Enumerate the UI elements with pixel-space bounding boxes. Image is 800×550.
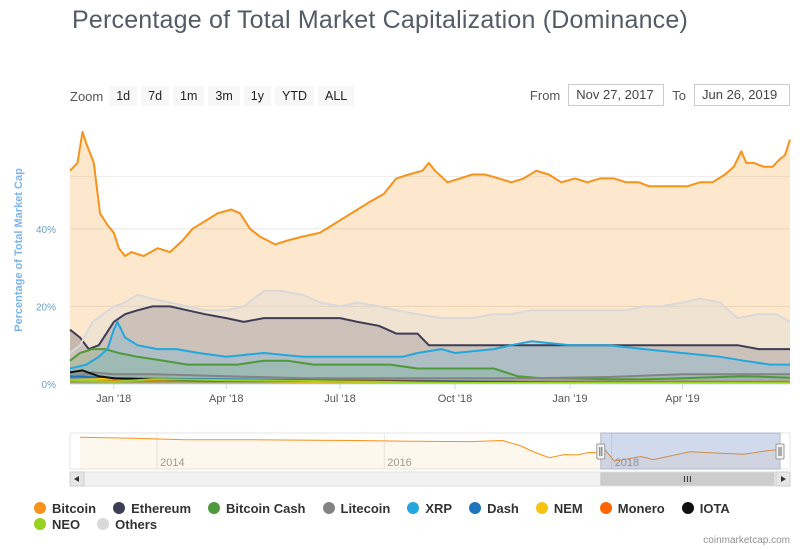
y-tick-label: 20% — [36, 302, 56, 313]
legend-item-ethereum[interactable]: Ethereum — [113, 500, 192, 516]
legend-marker-icon — [469, 502, 482, 514]
scroll-right-arrow-icon[interactable] — [775, 471, 791, 487]
navigator-frame — [69, 432, 791, 470]
x-tick-label: Oct '18 — [438, 393, 473, 405]
x-tick-label: Apr '18 — [209, 393, 244, 405]
series-line-others[interactable] — [69, 289, 791, 354]
series-line-neo[interactable] — [69, 378, 790, 384]
chart-title: Percentage of Total Market Capitalizatio… — [72, 6, 688, 34]
from-label: From — [529, 87, 561, 103]
series-area-xrp — [70, 321, 790, 384]
x-tick-label: Jul '18 — [324, 393, 355, 405]
series-line-xrp[interactable] — [69, 320, 790, 370]
zoom-label: Zoom — [70, 88, 104, 104]
legend-marker-icon — [113, 502, 126, 514]
line-layer — [69, 130, 791, 384]
zoom-3m-button[interactable]: 3m — [208, 86, 240, 106]
legend-item-xrp[interactable]: XRP — [407, 500, 453, 516]
legend-label: Monero — [617, 500, 665, 516]
navigator-handle-left[interactable] — [596, 443, 606, 460]
navigator-line — [79, 436, 781, 462]
legend-label: IOTA — [699, 500, 730, 516]
to-date-input[interactable]: Jun 26, 2019 — [694, 84, 790, 106]
from-date-input[interactable]: Nov 27, 2017 — [568, 84, 665, 106]
series-area-others — [70, 290, 790, 384]
legend-marker-icon — [599, 502, 612, 514]
legend-marker-icon — [407, 502, 420, 514]
legend-item-bitcoin[interactable]: Bitcoin — [34, 500, 97, 516]
source-credit: coinmarketcap.com — [703, 535, 790, 546]
legend-marker-icon — [34, 518, 46, 530]
legend-label: Bitcoin — [52, 500, 97, 516]
legend-label: Ethereum — [131, 500, 192, 516]
legend-item-nem[interactable]: NEM — [535, 500, 583, 516]
navigator-year-label: 2014 — [160, 457, 184, 469]
scroll-left-arrow-icon[interactable] — [69, 471, 85, 487]
legend-marker-icon — [97, 518, 110, 530]
legend-item-litecoin[interactable]: Litecoin — [322, 500, 391, 516]
to-label: To — [672, 87, 686, 103]
zoom-1y-button[interactable]: 1y — [243, 86, 271, 106]
y-tick-label: 0% — [42, 380, 57, 391]
navigator-handle-right[interactable] — [775, 443, 785, 460]
chart-legend: Bitcoin Ethereum Bitcoin Cash Litecoin XRP Da… — [34, 500, 794, 532]
legend-item-neo[interactable]: NEO — [34, 516, 81, 532]
zoom-all-button[interactable]: ALL — [318, 86, 355, 106]
legend-item-monero[interactable]: Monero — [599, 500, 665, 516]
y-axis-title: Percentage of Total Market Cap — [13, 168, 25, 332]
y-tick-label: 40% — [36, 225, 56, 236]
legend-label: Dash — [487, 500, 519, 516]
scrollbar-thumb[interactable] — [600, 472, 775, 486]
date-range-selector: From Nov 27, 2017 To Jun 26, 2019 — [522, 84, 790, 106]
legend-item-dash[interactable]: Dash — [469, 500, 519, 516]
series-line-bitcoin-cash[interactable] — [69, 348, 791, 381]
legend-item-others[interactable]: Others — [97, 516, 158, 532]
navigator-year-label: 2016 — [387, 457, 411, 469]
series-line-litecoin[interactable] — [69, 371, 790, 380]
series-area-bitcoin-cash — [70, 349, 790, 384]
series-line-ethereum[interactable] — [69, 305, 790, 351]
legend-item-iota[interactable]: IOTA — [681, 500, 730, 516]
series-line-bitcoin[interactable] — [69, 130, 791, 257]
axis-layer: 0% 20% 40% Percentage of Total Market Cap Ja… — [13, 168, 790, 405]
series-area-nem — [70, 378, 790, 384]
navigator[interactable]: 201420162018 — [69, 432, 791, 487]
legend-marker-icon — [535, 502, 548, 514]
legend-label: NEM — [553, 500, 583, 516]
zoom-1d-button[interactable]: 1d — [109, 86, 138, 106]
legend-label: NEO — [52, 516, 81, 532]
legend-label: XRP — [425, 500, 453, 516]
legend-marker-icon — [681, 502, 694, 514]
legend-label: Bitcoin Cash — [226, 500, 306, 516]
legend-label: Litecoin — [340, 500, 391, 516]
zoom-ytd-button[interactable]: YTD — [275, 86, 314, 106]
legend-item-bitcoin-cash[interactable]: Bitcoin Cash — [208, 500, 306, 516]
zoom-7d-button[interactable]: 7d — [141, 86, 170, 106]
zoom-1m-button[interactable]: 1m — [173, 86, 205, 106]
legend-label: Others — [115, 516, 158, 532]
navigator-selection[interactable] — [600, 432, 781, 470]
legend-marker-icon — [34, 502, 46, 514]
x-tick-label: Jan '19 — [552, 393, 587, 405]
legend-marker-icon — [322, 502, 335, 514]
zoom-controls: Zoom 1d 7d 1m 3m 1y YTD ALL — [70, 85, 358, 107]
navigator-area — [80, 437, 780, 469]
legend-marker-icon — [208, 502, 221, 514]
x-tick-label: Jan '18 — [96, 393, 131, 405]
x-tick-label: Apr '19 — [665, 393, 700, 405]
